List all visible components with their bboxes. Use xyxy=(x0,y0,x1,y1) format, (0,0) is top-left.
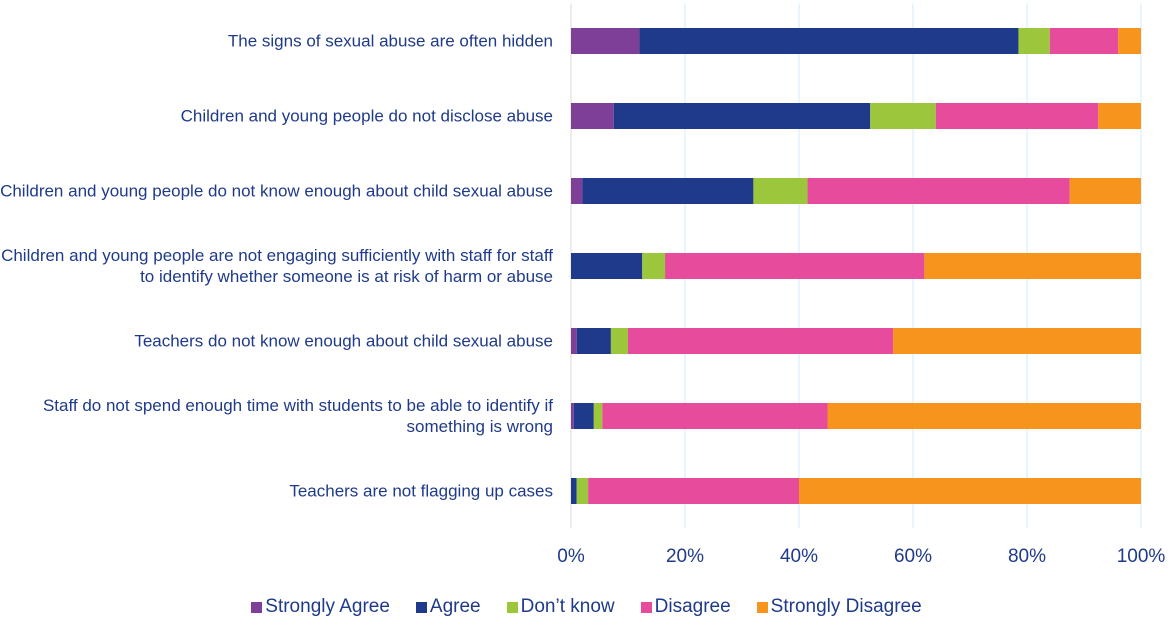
bar-segment xyxy=(588,478,799,504)
bar-segment xyxy=(593,403,603,429)
bar-segment xyxy=(1118,28,1141,54)
bar-segment xyxy=(924,253,1141,279)
bar-segment xyxy=(571,478,577,504)
bar-segment xyxy=(582,178,754,204)
bar-segment xyxy=(576,478,589,504)
legend-label: Don’t know xyxy=(520,596,615,617)
legend-swatch xyxy=(640,601,652,613)
bar-segment xyxy=(613,103,871,129)
bar-segment xyxy=(610,328,628,354)
bar-segment xyxy=(870,103,936,129)
bar-segment xyxy=(571,328,577,354)
bar-segment xyxy=(1049,28,1119,54)
x-tick-label: 80% xyxy=(1007,546,1047,567)
bar-segment xyxy=(935,103,1099,129)
bar-segment xyxy=(753,178,808,204)
bar-segment xyxy=(665,253,925,279)
legend-label: Agree xyxy=(429,596,481,617)
bar-segment xyxy=(1069,178,1141,204)
bar-segment xyxy=(807,178,1070,204)
category-label: The signs of sexual abuse are often hidd… xyxy=(227,31,553,51)
legend-item: Disagree xyxy=(640,596,731,618)
category-label: Staff do not spend enough time with stud… xyxy=(42,396,553,436)
legend-item: Strongly Disagree xyxy=(756,596,922,618)
bar-segment xyxy=(628,328,894,354)
legend-swatch xyxy=(506,601,518,613)
bar-segment xyxy=(1018,28,1050,54)
bar-segment xyxy=(1098,103,1141,129)
bar-segment xyxy=(576,328,611,354)
legend-label: Disagree xyxy=(654,596,731,617)
category-label: Teachers do not know enough about child … xyxy=(134,331,553,351)
legend-swatch xyxy=(415,601,427,613)
legend-item: Don’t know xyxy=(506,596,615,618)
bar-segment xyxy=(799,478,1141,504)
x-tick-label: 0% xyxy=(557,546,585,567)
legend: Strongly Agree Agree Don’t know Disagree Str… xyxy=(0,596,1173,618)
category-label: Children and young people do not disclos… xyxy=(180,106,553,126)
x-tick-label: 60% xyxy=(893,546,933,567)
x-tick-label: 40% xyxy=(779,546,819,567)
category-label: Teachers are not flagging up cases xyxy=(289,481,553,501)
legend-swatch xyxy=(251,601,263,613)
bar-segment xyxy=(642,253,666,279)
bar-segment xyxy=(893,328,1141,354)
bar-segment xyxy=(571,253,643,279)
legend-swatch xyxy=(756,601,768,613)
bar-segment xyxy=(827,403,1141,429)
legend-item: Agree xyxy=(415,596,481,618)
legend-label: Strongly Agree xyxy=(265,596,390,617)
bar-segment xyxy=(571,403,574,429)
bar-segment xyxy=(573,403,594,429)
bar-segment xyxy=(571,103,614,129)
category-label: Children and young people are not engagi… xyxy=(1,246,553,286)
category-label: Children and young people do not know en… xyxy=(0,181,553,201)
bar-segment xyxy=(639,28,1019,54)
x-tick-label: 20% xyxy=(665,546,705,567)
legend-item: Strongly Agree xyxy=(251,596,390,618)
x-tick-label: 100% xyxy=(1116,546,1166,567)
bar-segment xyxy=(602,403,828,429)
legend-label: Strongly Disagree xyxy=(770,596,922,617)
bar-segment xyxy=(571,28,640,54)
bar-segment xyxy=(571,178,583,204)
